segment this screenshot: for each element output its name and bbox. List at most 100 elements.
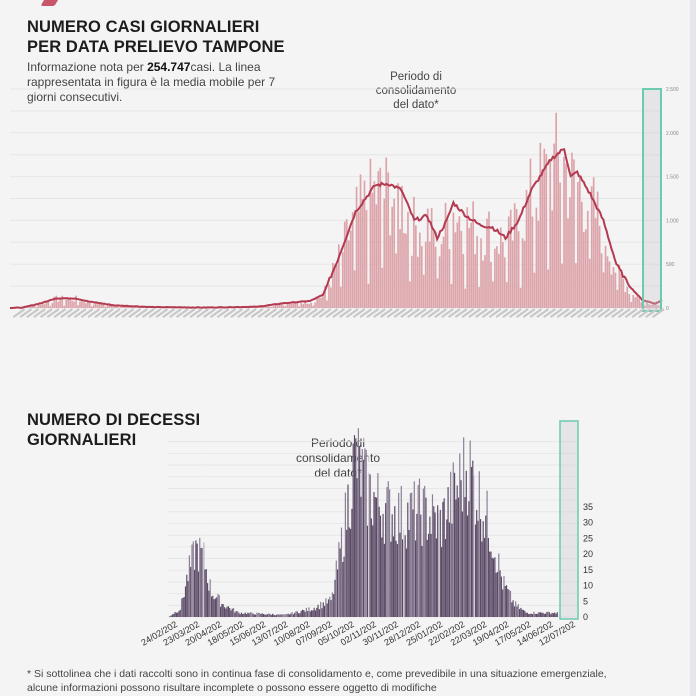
case-bar bbox=[278, 304, 281, 308]
death-bar bbox=[184, 586, 187, 617]
scrollbar[interactable] bbox=[690, 0, 696, 696]
death-bar bbox=[273, 614, 275, 617]
death-bar bbox=[547, 611, 549, 617]
case-bar bbox=[490, 261, 492, 308]
case-bar bbox=[306, 303, 309, 308]
case-bar bbox=[130, 306, 133, 308]
case-bar bbox=[555, 112, 557, 308]
death-bar bbox=[291, 612, 293, 617]
death-bar bbox=[481, 541, 483, 617]
death-bar bbox=[408, 529, 410, 617]
case-bar bbox=[658, 305, 660, 308]
death-bar bbox=[314, 610, 317, 617]
annotation-line: del dato* bbox=[393, 99, 439, 111]
case-bar bbox=[565, 163, 567, 308]
death-bar bbox=[279, 614, 281, 617]
death-bar bbox=[374, 497, 376, 617]
death-bar bbox=[199, 537, 201, 617]
case-bar bbox=[270, 306, 273, 308]
death-bar bbox=[400, 486, 402, 617]
footnote: * Si sottolinea che i dati raccolti sono… bbox=[27, 667, 677, 695]
case-bar bbox=[266, 306, 269, 308]
case-bar bbox=[432, 231, 435, 308]
death-bar bbox=[312, 610, 314, 617]
death-bar bbox=[251, 612, 253, 617]
case-bar bbox=[312, 305, 314, 308]
death-bar bbox=[218, 595, 220, 617]
death-bar bbox=[324, 605, 326, 617]
chart2-title-line1: NUMERO DI DECESSI bbox=[27, 411, 201, 429]
x-tick-label bbox=[624, 308, 638, 318]
death-bar bbox=[457, 497, 460, 617]
death-bar bbox=[474, 524, 476, 617]
x-tick-label bbox=[135, 308, 148, 318]
case-bar bbox=[314, 302, 316, 308]
case-bar bbox=[316, 297, 318, 308]
death-bar bbox=[494, 557, 496, 617]
case-bar bbox=[630, 301, 633, 308]
x-tick-label bbox=[257, 308, 271, 318]
case-bar bbox=[426, 208, 429, 308]
death-bar bbox=[238, 612, 240, 617]
case-bar bbox=[126, 305, 129, 308]
case-bar bbox=[47, 301, 50, 308]
death-bar bbox=[522, 610, 525, 617]
annotation-line: Periodo di bbox=[310, 436, 366, 450]
death-bar bbox=[295, 611, 297, 617]
death-bar bbox=[532, 614, 534, 617]
case-bar bbox=[288, 302, 291, 308]
death-bar bbox=[376, 497, 378, 617]
x-tick-label bbox=[447, 308, 461, 318]
death-bar bbox=[288, 614, 291, 617]
case-bar bbox=[640, 302, 642, 308]
x-tick-label bbox=[638, 308, 652, 318]
y-tick-label: 500 bbox=[666, 262, 675, 268]
case-bar bbox=[397, 183, 399, 308]
case-bar bbox=[116, 305, 119, 308]
death-bar bbox=[186, 574, 188, 617]
y-tick-label: 2.500 bbox=[666, 87, 679, 93]
case-bar bbox=[472, 201, 475, 308]
case-bar bbox=[450, 284, 453, 308]
y-tick-label: 2.000 bbox=[666, 131, 679, 137]
case-bar bbox=[324, 285, 326, 308]
case-bar bbox=[580, 201, 583, 308]
x-tick-label bbox=[611, 308, 624, 318]
death-bar bbox=[178, 610, 180, 617]
case-bar bbox=[308, 303, 311, 308]
case-bar bbox=[292, 300, 295, 308]
x-tick-label bbox=[67, 308, 80, 318]
death-bar bbox=[353, 435, 356, 617]
case-bar bbox=[515, 208, 518, 308]
death-bar bbox=[383, 543, 385, 617]
death-bar bbox=[394, 506, 396, 617]
x-tick-label bbox=[529, 308, 543, 318]
death-bar bbox=[456, 485, 458, 617]
death-bar bbox=[300, 610, 302, 617]
death-bar bbox=[452, 462, 454, 617]
case-bar bbox=[387, 172, 390, 308]
x-tick-label bbox=[121, 308, 135, 318]
death-bar bbox=[426, 539, 428, 617]
case-bar bbox=[579, 177, 581, 308]
death-bar bbox=[382, 513, 384, 617]
case-bar bbox=[409, 281, 411, 308]
case-bar bbox=[260, 306, 263, 308]
x-tick-label bbox=[148, 308, 162, 318]
death-bar bbox=[231, 608, 233, 617]
death-bar bbox=[416, 513, 418, 617]
death-bar bbox=[444, 539, 447, 617]
death-bar bbox=[261, 613, 263, 617]
death-bar bbox=[203, 542, 205, 617]
death-bar bbox=[435, 538, 437, 617]
death-bar bbox=[502, 589, 504, 617]
x-tick-label bbox=[366, 308, 380, 318]
case-bar bbox=[108, 304, 111, 308]
case-bar bbox=[478, 287, 480, 308]
x-tick-label bbox=[563, 308, 577, 318]
case-bar bbox=[523, 240, 526, 308]
x-tick-label bbox=[94, 308, 108, 318]
x-tick-label bbox=[481, 308, 495, 318]
death-bar bbox=[269, 614, 271, 617]
case-bar bbox=[31, 305, 34, 308]
